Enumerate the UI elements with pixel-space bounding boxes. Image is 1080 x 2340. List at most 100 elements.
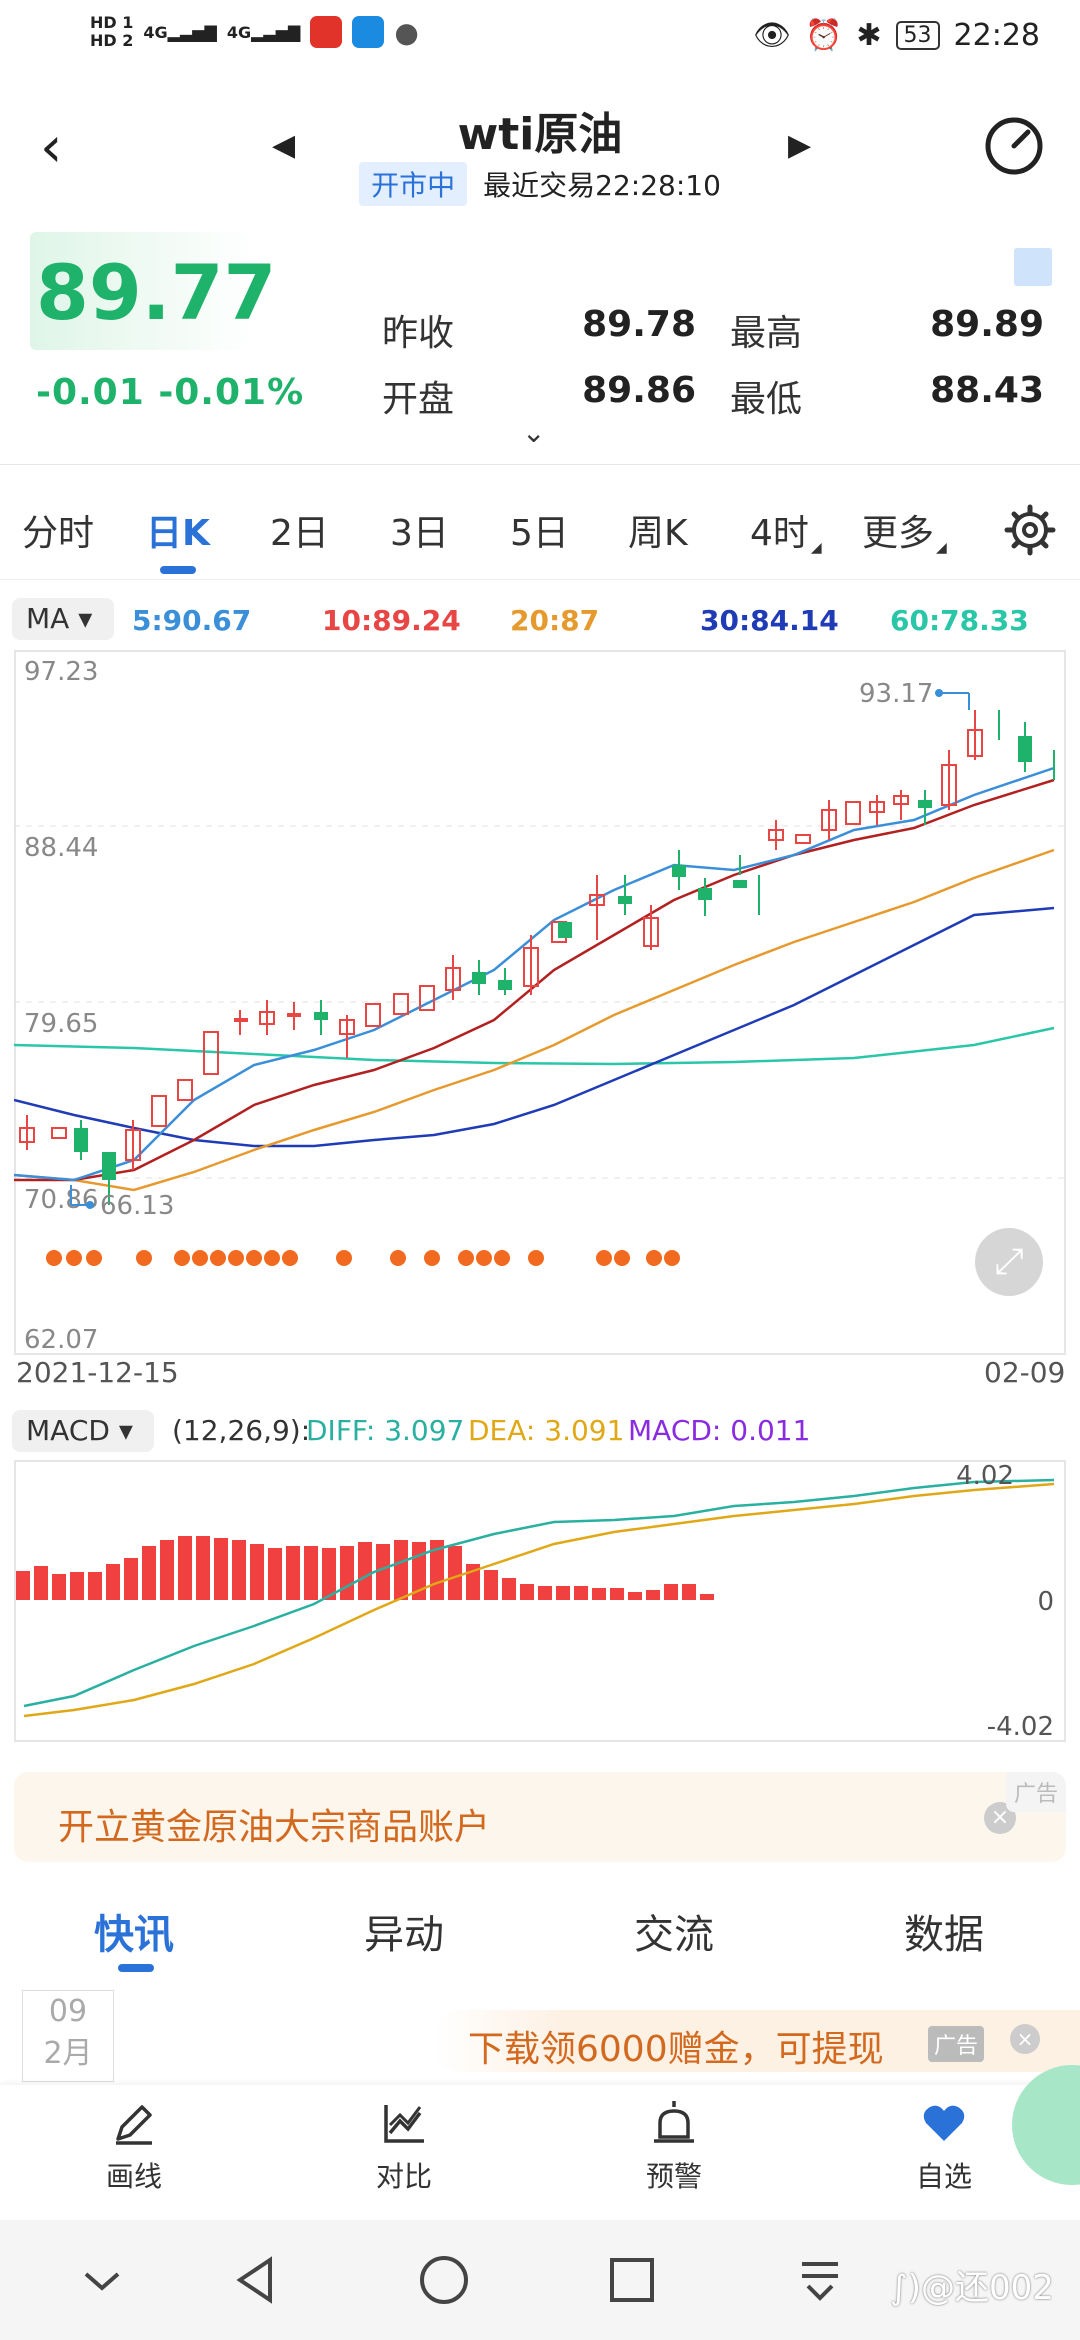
macd-dea: DEA: 3.091 (468, 1414, 625, 1447)
macd-y-mid: 0 (1037, 1587, 1054, 1617)
net1-label: 4G (143, 22, 168, 42)
prev-close-label: 昨收 (382, 313, 455, 354)
tab-5day[interactable]: 5日 (510, 513, 569, 554)
eye-icon: 👁 (752, 18, 792, 53)
sim2-label: HD 2 (90, 31, 134, 50)
next-instrument-arrow[interactable]: ▶ (788, 128, 812, 163)
last-price: 89.77 (36, 248, 277, 337)
tab-4hour[interactable]: 4时 ◢ (750, 504, 822, 556)
pencil-icon (116, 2105, 152, 2145)
macd-selector[interactable]: MACD ▾ (12, 1410, 154, 1452)
tab-intraday[interactable]: 分时 (22, 513, 95, 554)
ma20-line (14, 848, 1055, 1192)
ma60-value: 60:78.33 (890, 604, 1029, 637)
last-trade-time: 最近交易22:28:10 (483, 169, 721, 202)
draw-line-label: 画线 (105, 2160, 162, 2193)
signal-dots (46, 1250, 680, 1266)
macd-y-top: 4.02 (956, 1461, 1014, 1491)
message-icon: ● (394, 15, 419, 49)
promo-banner[interactable]: 下载领6000赠金，可提现 广告 × (432, 2010, 1080, 2072)
ma20-value: 20:87 (510, 604, 600, 637)
promo-text: 下载领6000赠金，可提现 (468, 2029, 884, 2070)
promo-close-button[interactable]: × (1010, 2024, 1040, 2054)
chart-toggle-icon[interactable] (1014, 248, 1052, 286)
change-abs: -0.01 (36, 372, 145, 413)
prev-instrument-arrow[interactable]: ◀ (272, 128, 296, 163)
ad-banner[interactable]: 开立黄金原油大宗商品账户 × 广告 (14, 1772, 1066, 1862)
status-right: 👁 ⏰ ✱ 53 22:28 (753, 18, 1040, 53)
expand-chevron-icon[interactable]: ⌄ (522, 416, 546, 449)
ma5-line (14, 766, 1055, 1182)
x-start-date: 2021-12-15 (16, 1356, 179, 1389)
gear-icon[interactable] (1004, 504, 1056, 556)
diff-line (23, 1478, 1055, 1708)
tab-movement[interactable]: 异动 (364, 1912, 444, 1958)
compare-button[interactable]: 对比 (334, 2099, 474, 2195)
market-status: 开市中 最近交易22:28:10 (0, 162, 1080, 206)
macd-legend: MACD ▾ (12,26,9): DIFF: 3.097 DEA: 3.091… (0, 1410, 1080, 1454)
refresh-icon[interactable] (982, 114, 1046, 178)
ma-legend: MA ▾ 5:90.67 10:89.24 20:87 30:84.14 60:… (0, 594, 1080, 650)
tab-daily-k[interactable]: 日K (146, 513, 210, 554)
collapse-icon[interactable] (72, 2250, 132, 2310)
high-marker-label: 93.17 (859, 679, 933, 709)
macd-params: (12,26,9): (172, 1414, 311, 1447)
bottom-toolbar: 画线 对比 预警 自选 (0, 2085, 1080, 2220)
status-left: HD 1 HD 2 4G▂▃▅▇ 4G▂▃▅▇ ● (90, 14, 419, 50)
home-circle-icon[interactable] (414, 2250, 474, 2310)
tab-more[interactable]: 更多 ◢ (862, 504, 947, 556)
watchlist-button[interactable]: 自选 (874, 2099, 1014, 2195)
back-triangle-icon[interactable] (226, 2250, 286, 2310)
app-notification-icon (310, 16, 343, 48)
active-news-tab-indicator (118, 1964, 154, 1972)
ma-selector[interactable]: MA ▾ (12, 598, 114, 640)
ad-tag: 广告 (1005, 1772, 1066, 1812)
heart-icon (923, 2105, 965, 2141)
candlestick-chart[interactable]: 97.23 88.44 79.65 70.86 62.07 (14, 650, 1066, 1355)
notification-drawer-icon[interactable] (790, 2250, 850, 2310)
candles (19, 710, 1055, 1205)
y-label-top: 97.23 (24, 657, 98, 687)
high-label: 最高 (730, 313, 803, 354)
fullscreen-button[interactable]: ⤢ (975, 1228, 1043, 1296)
compare-chart-icon (384, 2105, 424, 2143)
news-date-day: 09 (48, 1994, 88, 2029)
tab-discussion[interactable]: 交流 (634, 1912, 714, 1958)
promo-tag: 广告 (928, 2026, 985, 2062)
net2-label: 4G (226, 22, 252, 42)
alert-button[interactable]: 预警 (604, 2099, 744, 2195)
signal-icon-2: 4G▂▃▅▇ (226, 22, 301, 42)
ma30-value: 30:84.14 (700, 604, 839, 637)
battery-icon: 53 (895, 21, 940, 50)
news-tabs: 快讯 异动 交流 数据 (0, 1880, 1080, 1980)
open-value: 89.86 (582, 370, 696, 411)
tab-2day[interactable]: 2日 (270, 513, 329, 554)
watermark: ∫)@还002 (890, 2268, 1054, 2308)
sim-indicators: HD 1 HD 2 (90, 14, 133, 50)
y-label-bottom: 62.07 (24, 1325, 98, 1355)
tab-more-label: 更多 (862, 513, 935, 554)
news-date: 09 2月 (22, 1990, 114, 2082)
prev-close-value: 89.78 (582, 304, 696, 345)
page-title: wti原油 (457, 109, 623, 160)
ma-selector-label: MA (26, 602, 70, 635)
tab-4hour-label: 4时 (750, 513, 809, 554)
active-tab-indicator (160, 566, 196, 574)
clock-time: 22:28 (953, 18, 1040, 53)
tab-3day[interactable]: 3日 (390, 513, 449, 554)
open-label: 开盘 (382, 379, 455, 420)
sim1-label: HD 1 (90, 13, 134, 32)
draw-line-button[interactable]: 画线 (64, 2099, 204, 2195)
macd-chart[interactable]: 4.02 0 -4.02 (14, 1460, 1066, 1742)
market-open-badge: 开市中 (359, 162, 468, 206)
quote-panel: 89.77 -0.01 -0.01% 昨收 89.78 最高 89.89 开盘 … (0, 220, 1080, 465)
ad-close-button[interactable]: × (984, 1802, 1016, 1834)
tab-flash-news[interactable]: 快讯 (94, 1912, 174, 1958)
tab-weekly-k[interactable]: 周K (628, 513, 688, 554)
recents-square-icon[interactable] (602, 2250, 662, 2310)
low-value: 88.43 (930, 370, 1044, 411)
period-tabs: 分时 日K 2日 3日 5日 周K 4时 ◢ 更多 ◢ (0, 470, 1080, 580)
low-label: 最低 (730, 379, 803, 420)
back-button[interactable]: ‹ (40, 115, 63, 180)
tab-data[interactable]: 数据 (904, 1912, 984, 1958)
